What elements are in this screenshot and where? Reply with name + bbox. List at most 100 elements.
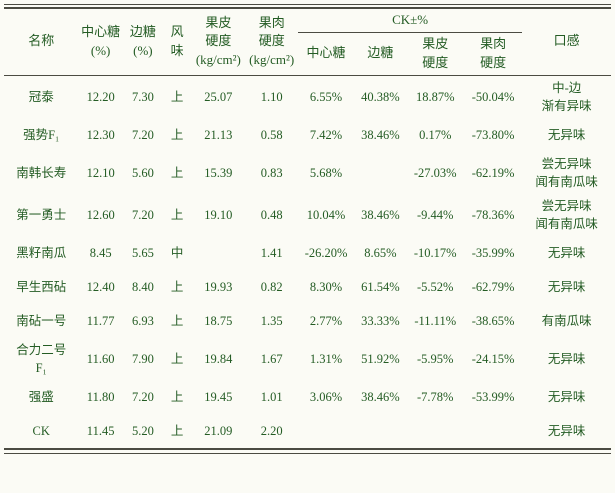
cell-ck-rind-hardness (407, 415, 464, 449)
cell-ck-center-sugar: -26.20% (304, 246, 348, 261)
cell-flavor: 中 (170, 246, 184, 261)
cell-ck-edge-sugar: 61.54% (361, 280, 400, 295)
cell-flesh-hardness: 0.48 (260, 208, 283, 223)
col-header-ck-edge-sugar: 边糖 (354, 32, 407, 76)
row-name: 黑籽南瓜 (16, 246, 67, 261)
cell-flesh-hardness: 2.20 (260, 423, 283, 438)
cell-ck-center-sugar: 3.06% (309, 390, 343, 405)
cell-ck-flesh-hardness: -24.15% (471, 352, 515, 367)
cell-rind-hardness: 21.13 (204, 127, 233, 142)
cell-edge-sugar: 5.20 (131, 423, 154, 438)
cell-ck-edge-sugar (354, 415, 406, 449)
cell-center-sugar: 11.80 (86, 390, 115, 405)
cell-flavor: 上 (170, 89, 184, 104)
cell-flavor: 上 (170, 314, 184, 329)
cell-ck-flesh-hardness: -53.99% (471, 390, 515, 405)
cell-taste: 无异味 (547, 423, 586, 438)
col-header-taste: 口感 (522, 8, 611, 76)
cell-flesh-hardness: 1.10 (260, 89, 283, 104)
cell-rind-hardness (191, 236, 245, 270)
table-row: 强势F₁ 12.30 7.20 上 21.13 0.58 7.42% 38.46% 0.17% -… (4, 118, 611, 152)
cell-taste: 无异味 (547, 127, 586, 142)
col-header-ck-center-sugar: 中心糖 (297, 32, 355, 76)
table-row: 南砧一号 11.77 6.93 上 18.75 1.35 2.77% 33.33% -11.11… (4, 304, 611, 338)
cell-rind-hardness: 19.10 (204, 208, 233, 223)
row-name: 合力二号 F₁ (16, 343, 67, 376)
cell-center-sugar: 12.60 (86, 208, 115, 223)
cell-flesh-hardness: 1.41 (260, 246, 283, 261)
cell-rind-hardness: 19.93 (204, 280, 233, 295)
cell-ck-rind-hardness: 18.87% (415, 89, 455, 104)
cell-rind-hardness: 25.07 (204, 89, 233, 104)
cell-taste: 无异味 (547, 352, 586, 367)
cell-ck-rind-hardness: 0.17% (419, 127, 452, 142)
cell-center-sugar: 12.20 (86, 89, 115, 104)
cell-ck-center-sugar: 2.77% (309, 314, 343, 329)
cell-ck-rind-hardness: -11.11% (414, 314, 457, 329)
row-name: 冠泰 (28, 89, 54, 104)
cell-taste: 无异味 (547, 390, 586, 405)
header-row-top: 名称 中心糖 (%) 边糖 (%) 风 味 果皮 硬度 (kg/cm²) 果肉 … (4, 8, 611, 76)
cell-center-sugar: 8.45 (89, 246, 112, 261)
cell-edge-sugar: 7.90 (131, 352, 154, 367)
row-name: 第一勇士 (16, 208, 67, 223)
cell-rind-hardness: 19.45 (204, 390, 233, 405)
cell-ck-flesh-hardness: -50.04% (471, 89, 515, 104)
cell-flavor: 上 (170, 423, 184, 438)
cell-center-sugar: 11.60 (86, 352, 115, 367)
cell-flavor: 上 (170, 127, 184, 142)
cell-taste: 有南瓜味 (541, 314, 592, 329)
cell-rind-hardness: 19.84 (204, 352, 233, 367)
cell-rind-hardness: 18.75 (204, 314, 233, 329)
col-header-flavor: 风 味 (163, 8, 192, 76)
row-name: 强盛 (28, 390, 54, 405)
table-row: 冠泰 12.20 7.30 上 25.07 1.10 6.55% 40.38% 18.87% -5… (4, 75, 611, 118)
col-header-name: 名称 (4, 8, 79, 76)
cell-ck-center-sugar: 8.30% (309, 280, 343, 295)
cell-flesh-hardness: 0.83 (260, 165, 283, 180)
cell-taste: 尝无异味 闻有南瓜味 (535, 199, 598, 232)
col-header-rind-hardness: 果皮 硬度 (kg/cm²) (191, 8, 246, 76)
cell-ck-flesh-hardness: -35.99% (471, 246, 515, 261)
cell-ck-edge-sugar: 8.65% (364, 246, 397, 261)
row-name: 南韩长寿 (16, 165, 67, 180)
table-row: 强盛 11.80 7.20 上 19.45 1.01 3.06% 38.46% -7.78% -5… (4, 381, 611, 415)
rootstock-evaluation-table: 名称 中心糖 (%) 边糖 (%) 风 味 果皮 硬度 (kg/cm²) 果肉 … (4, 7, 611, 450)
cell-edge-sugar: 7.20 (131, 390, 154, 405)
table-body: 冠泰 12.20 7.30 上 25.07 1.10 6.55% 40.38% 18.87% -5… (4, 75, 611, 449)
cell-flavor: 上 (170, 390, 184, 405)
cell-ck-edge-sugar: 40.38% (361, 89, 400, 104)
cell-edge-sugar: 5.60 (131, 165, 154, 180)
cell-ck-center-sugar: 1.31% (309, 352, 343, 367)
cell-ck-rind-hardness: -27.03% (413, 165, 457, 180)
col-header-ck-group: CK±% (297, 8, 523, 33)
header-row-ck-sub: 中心糖 边糖 果皮 硬度 果肉 硬度 (4, 32, 611, 76)
cell-ck-flesh-hardness (464, 415, 522, 449)
row-name: 南砧一号 (16, 314, 67, 329)
cell-center-sugar: 11.77 (86, 314, 115, 329)
cell-center-sugar: 11.45 (86, 423, 115, 438)
cell-edge-sugar: 7.20 (131, 127, 154, 142)
table-row: 南韩长寿 12.10 5.60 上 15.39 0.83 5.68% -27.03% -62.1… (4, 152, 611, 194)
cell-edge-sugar: 7.30 (131, 89, 154, 104)
cell-ck-center-sugar: 7.42% (309, 127, 343, 142)
row-name: 早生西砧 (16, 280, 67, 295)
table-row: 早生西砧 12.40 8.40 上 19.93 0.82 8.30% 61.54% -5.52%… (4, 270, 611, 304)
table-row: 黑籽南瓜 8.45 5.65 中 1.41 -26.20% 8.65% -10.17% -35.… (4, 236, 611, 270)
row-name: CK (32, 423, 50, 438)
table-row: 第一勇士 12.60 7.20 上 19.10 0.48 10.04% 38.46% -9.44… (4, 194, 611, 236)
cell-center-sugar: 12.40 (86, 280, 115, 295)
cell-flavor: 上 (170, 280, 184, 295)
cell-ck-rind-hardness: -5.52% (417, 280, 454, 295)
cell-edge-sugar: 5.65 (131, 246, 154, 261)
cell-center-sugar: 12.30 (86, 127, 115, 142)
cell-ck-flesh-hardness: -78.36% (471, 208, 515, 223)
cell-taste: 无异味 (547, 280, 586, 295)
cell-flesh-hardness: 1.35 (260, 314, 283, 329)
cell-ck-edge-sugar: 38.46% (361, 208, 400, 223)
cell-ck-flesh-hardness: -62.19% (471, 165, 515, 180)
col-header-flesh-hardness: 果肉 硬度 (kg/cm²) (245, 8, 298, 76)
cell-flavor: 上 (170, 165, 184, 180)
cell-ck-rind-hardness: -9.44% (417, 208, 454, 223)
cell-ck-flesh-hardness: -73.80% (471, 127, 515, 142)
